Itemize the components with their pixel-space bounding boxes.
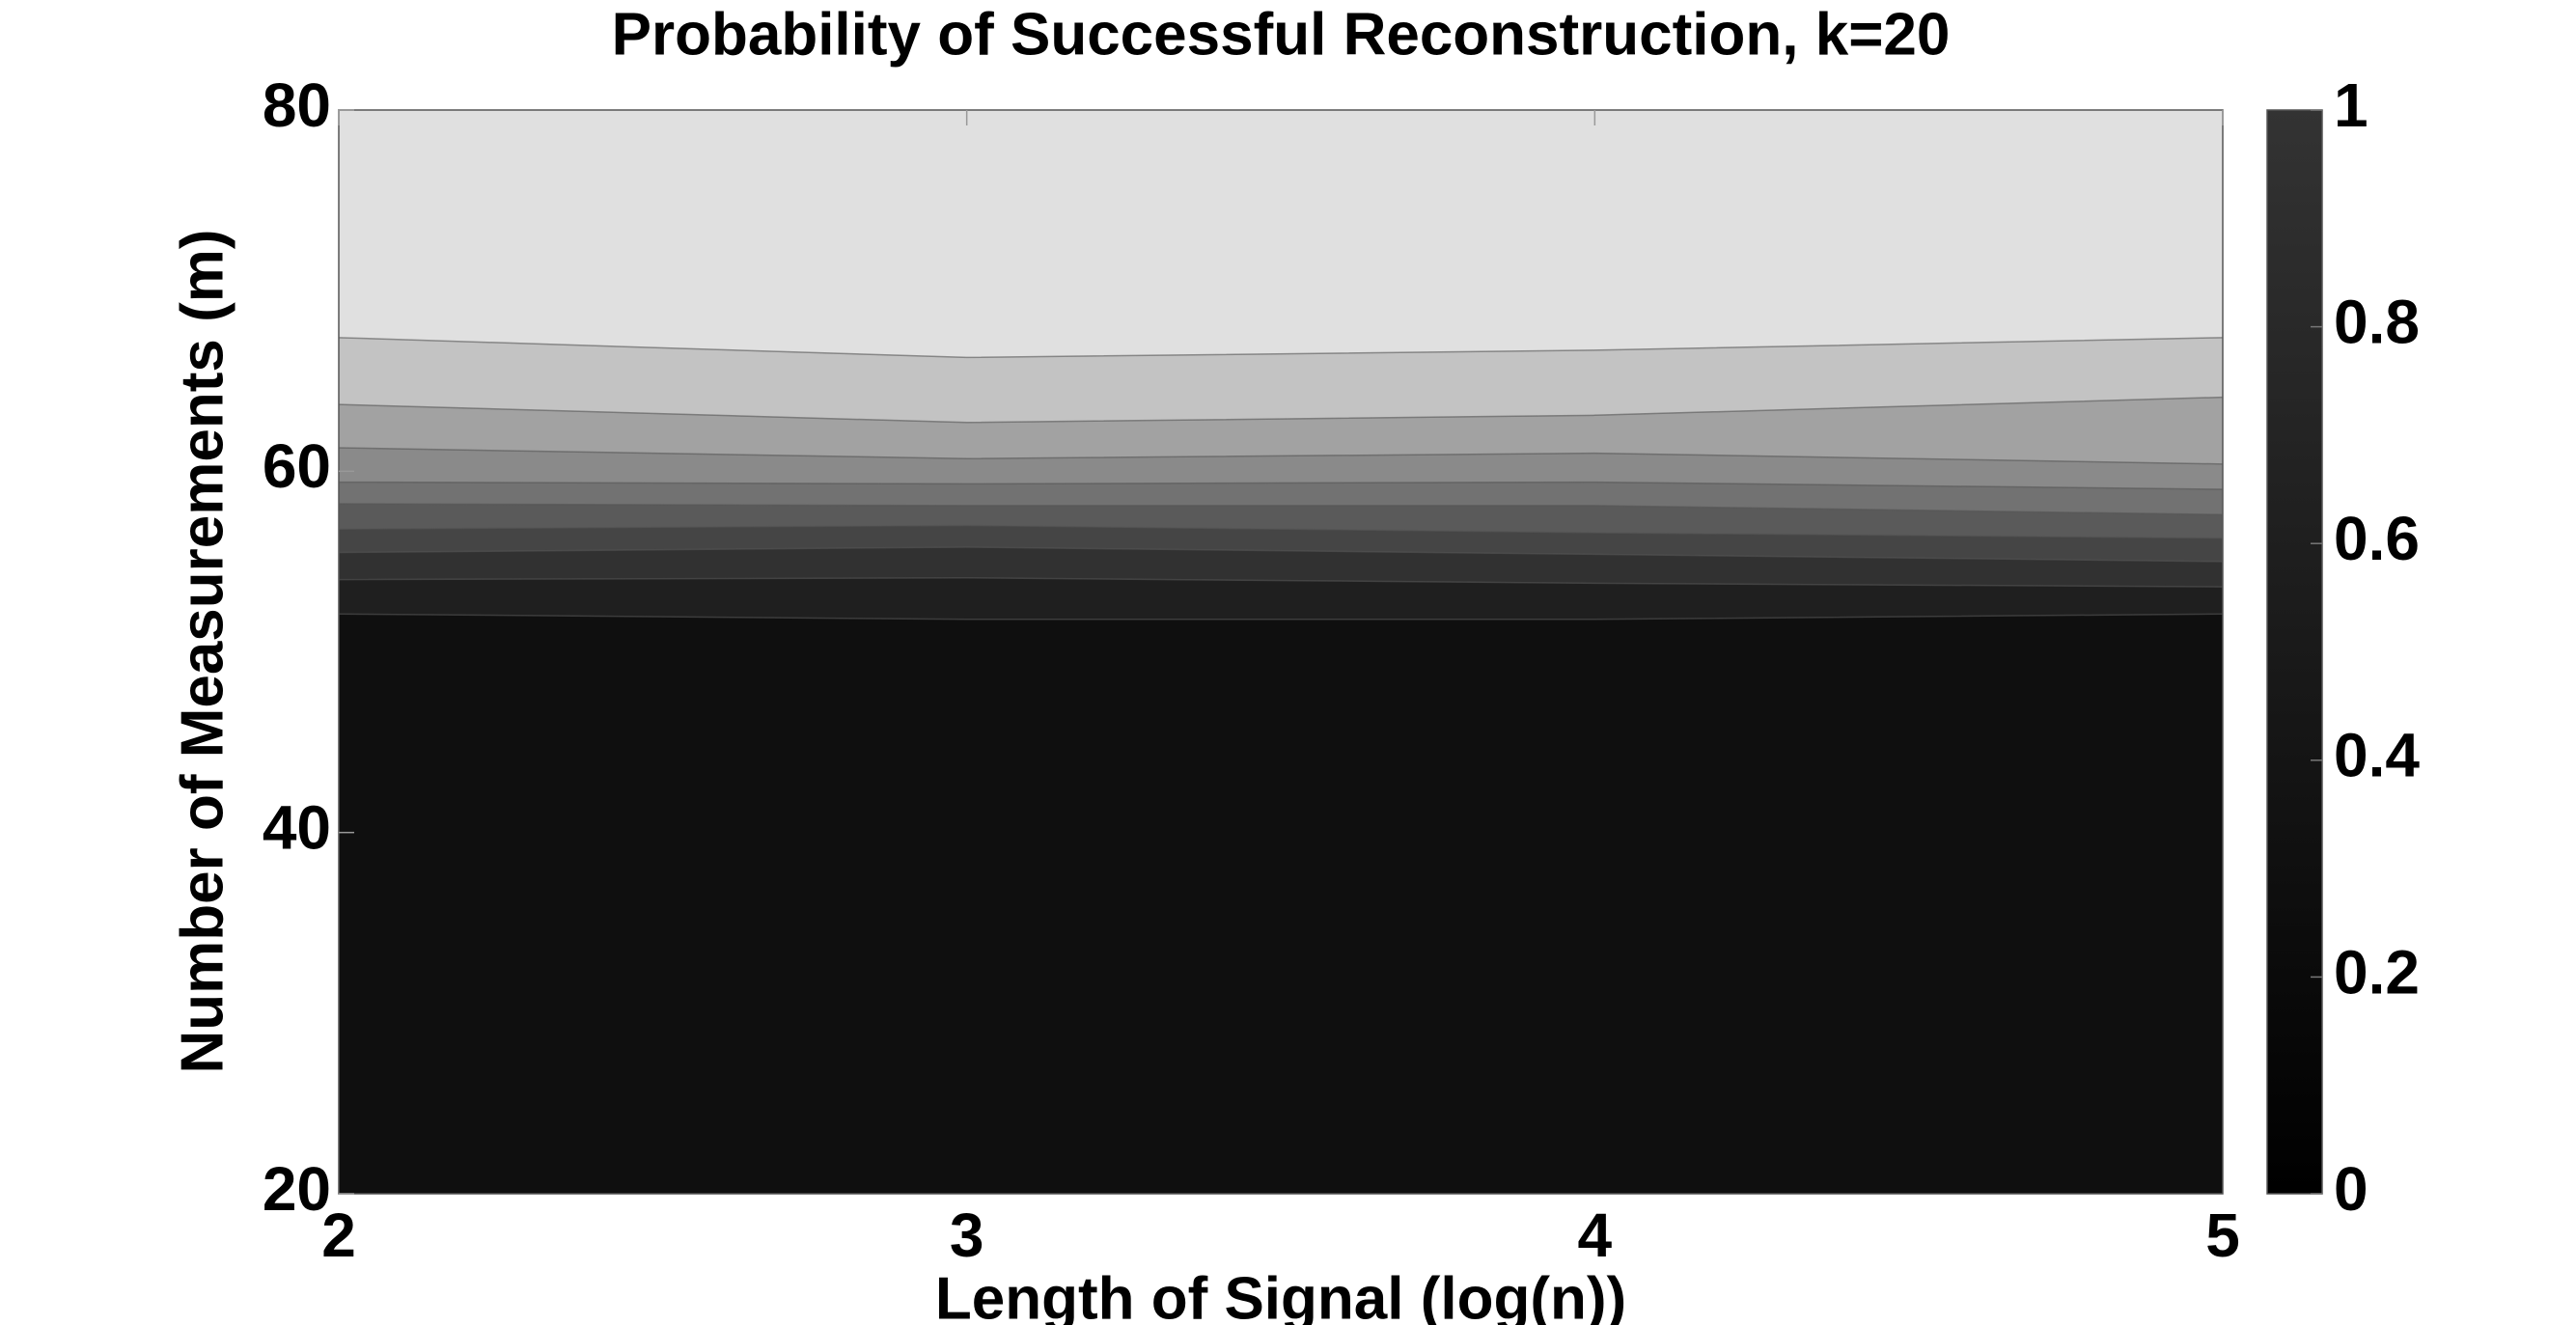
contour-band (339, 614, 2223, 1194)
contour-line (338, 447, 2224, 465)
colorbar-tick-label: 0.4 (2334, 721, 2420, 790)
y-axis-label: Number of Measurements (m) (169, 229, 235, 1073)
contour-line (338, 481, 2224, 490)
contour-line (338, 524, 2224, 539)
contour-line (338, 546, 2224, 563)
contour-line (338, 577, 2224, 588)
x-tick-label: 5 (2205, 1201, 2240, 1270)
x-tick-label: 3 (950, 1201, 984, 1270)
chart-title: Probability of Successful Reconstruction… (612, 1, 1951, 68)
colorbar-tick-label: 1 (2334, 70, 2368, 140)
colorbar-tick-label: 0.2 (2334, 937, 2420, 1007)
y-tick-label: 20 (263, 1154, 331, 1224)
x-axis-label: Length of Signal (log(n)) (935, 1265, 1626, 1325)
colorbar-tick-label: 0.8 (2334, 288, 2420, 357)
x-tick-label: 4 (1578, 1201, 1613, 1270)
colorbar-tick-label: 0 (2334, 1154, 2368, 1224)
y-tick-label: 60 (263, 431, 331, 501)
contour-line (338, 613, 2224, 621)
y-tick-label: 80 (263, 70, 331, 140)
contour-line (338, 337, 2224, 359)
plot-frame (338, 109, 2224, 1195)
y-tick-label: 40 (263, 793, 331, 863)
contour-line (338, 503, 2224, 516)
colorbar (2266, 109, 2323, 1195)
contour-line (338, 396, 2224, 424)
colorbar-tick-label: 0.6 (2334, 504, 2420, 573)
x-tick-label: 2 (321, 1201, 356, 1270)
